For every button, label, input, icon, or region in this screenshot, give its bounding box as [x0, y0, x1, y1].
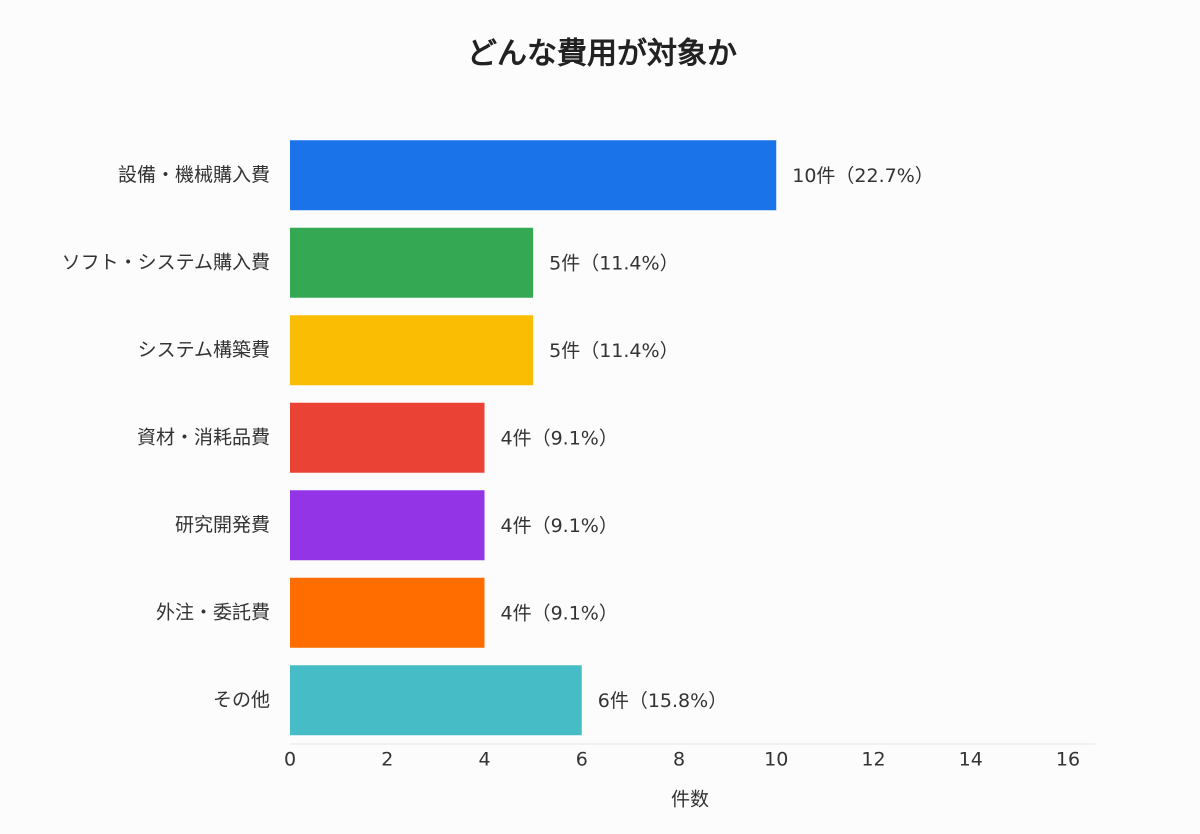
x-tick-label: 14 [959, 749, 983, 771]
y-tick-label: 設備・機械購入費 [118, 164, 270, 186]
value-label: 10件（22.7%） [792, 165, 934, 187]
y-tick-label: 外注・委託費 [156, 601, 270, 623]
bar [290, 140, 777, 211]
bar [290, 227, 534, 298]
value-label: 4件（9.1%） [501, 427, 618, 449]
x-tick-label: 10 [764, 749, 788, 771]
x-tick-label: 2 [381, 749, 393, 771]
y-tick-label: その他 [213, 689, 270, 711]
value-label: 6件（15.8%） [598, 690, 727, 712]
x-tick-label: 0 [284, 749, 296, 771]
bar [290, 315, 534, 386]
y-tick-label: ソフト・システム購入費 [62, 251, 270, 273]
value-label: 5件（11.4%） [549, 340, 678, 362]
value-label: 4件（9.1%） [501, 515, 618, 537]
x-tick-label: 8 [673, 749, 685, 771]
x-axis-label: 件数 [671, 789, 709, 811]
y-tick-label: システム構築費 [138, 339, 270, 361]
x-tick-label: 6 [576, 749, 588, 771]
bar [290, 490, 485, 561]
x-tick-label: 16 [1056, 749, 1080, 771]
x-tick-label: 12 [861, 749, 885, 771]
value-label: 5件（11.4%） [549, 252, 678, 274]
x-tick-label: 4 [478, 749, 490, 771]
value-label: 4件（9.1%） [501, 602, 618, 624]
bar [290, 402, 485, 473]
y-tick-label: 研究開発費 [175, 514, 270, 536]
y-tick-label: 資材・消耗品費 [137, 426, 270, 448]
bar [290, 665, 582, 736]
bar [290, 577, 485, 648]
chart-title: どんな費用が対象か [467, 37, 737, 72]
